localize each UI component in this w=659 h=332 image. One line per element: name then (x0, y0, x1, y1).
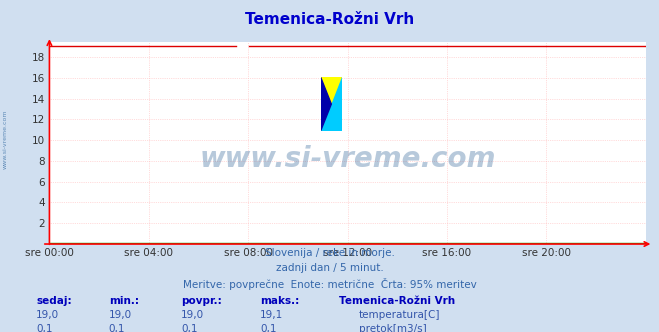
Text: 19,0: 19,0 (109, 310, 132, 320)
Polygon shape (321, 77, 342, 130)
Text: pretok[m3/s]: pretok[m3/s] (359, 324, 427, 332)
Text: sedaj:: sedaj: (36, 296, 72, 306)
Text: zadnji dan / 5 minut.: zadnji dan / 5 minut. (275, 263, 384, 273)
Text: temperatura[C]: temperatura[C] (359, 310, 441, 320)
Text: 0,1: 0,1 (260, 324, 277, 332)
Polygon shape (321, 77, 331, 130)
Text: 19,1: 19,1 (260, 310, 283, 320)
Text: 0,1: 0,1 (181, 324, 198, 332)
Text: 0,1: 0,1 (36, 324, 53, 332)
Text: Temenica-Rožni Vrh: Temenica-Rožni Vrh (339, 296, 455, 306)
Text: maks.:: maks.: (260, 296, 300, 306)
Text: www.si-vreme.com: www.si-vreme.com (200, 145, 496, 173)
Text: 0,1: 0,1 (109, 324, 125, 332)
Polygon shape (321, 77, 342, 130)
Text: Meritve: povprečne  Enote: metrične  Črta: 95% meritev: Meritve: povprečne Enote: metrične Črta:… (183, 278, 476, 290)
Text: www.si-vreme.com: www.si-vreme.com (3, 110, 8, 169)
Text: 19,0: 19,0 (181, 310, 204, 320)
Text: min.:: min.: (109, 296, 139, 306)
Text: povpr.:: povpr.: (181, 296, 222, 306)
Text: Temenica-Rožni Vrh: Temenica-Rožni Vrh (245, 12, 414, 27)
Text: Slovenija / reke in morje.: Slovenija / reke in morje. (264, 248, 395, 258)
Text: 19,0: 19,0 (36, 310, 59, 320)
